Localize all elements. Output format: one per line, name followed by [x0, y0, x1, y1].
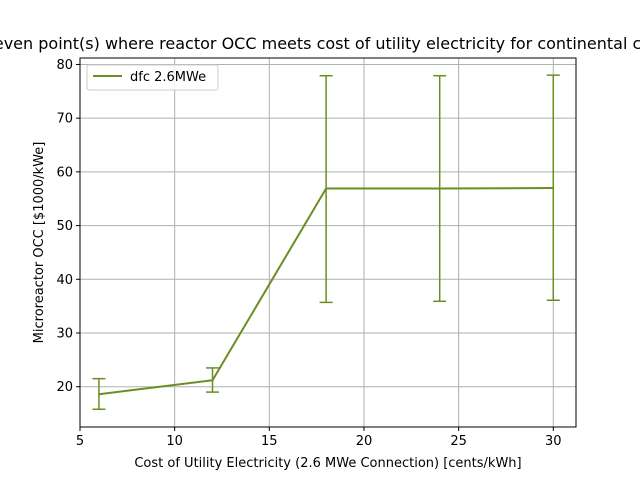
data-point [438, 187, 441, 190]
legend: dfc 2.6MWe [86, 64, 219, 91]
x-tick-label: 10 [166, 434, 183, 449]
plot-area-frame [79, 57, 577, 428]
tick-marks: 5 10 15 20 25 30 20 30 40 50 60 70 80 [56, 58, 561, 449]
error-bar [206, 367, 220, 393]
y-tick-label: 60 [56, 165, 73, 180]
y-tick-label: 40 [56, 273, 73, 288]
x-tick-label: 5 [76, 434, 84, 449]
series-layer [92, 74, 560, 411]
x-tick-label: 15 [261, 434, 278, 449]
x-tick-label: 30 [545, 434, 562, 449]
data-point [552, 187, 555, 189]
error-bar [546, 74, 560, 301]
data-point [98, 393, 100, 396]
legend-entry-label: dfc 2.6MWe [130, 70, 206, 85]
error-bar [92, 377, 106, 411]
y-tick-label: 70 [56, 112, 73, 127]
x-tick-label: 25 [450, 434, 467, 449]
y-tick-label: 30 [56, 327, 73, 342]
error-bar [433, 74, 447, 303]
grid [79, 58, 576, 427]
error-bar [319, 74, 333, 304]
legend-box [86, 64, 219, 91]
y-axis-label: Microreactor OCC [$1000/kWe] [32, 142, 47, 344]
y-tick-label: 80 [56, 58, 73, 73]
y-tick-label: 20 [56, 380, 73, 395]
data-point [211, 379, 214, 382]
y-tick-label: 50 [56, 219, 73, 234]
x-tick-label: 20 [356, 434, 373, 449]
chart-title: Breakeven point(s) where reactor OCC mee… [0, 34, 640, 53]
data-point [325, 187, 327, 190]
x-axis-label: Cost of Utility Electricity (2.6 MWe Con… [134, 456, 521, 471]
